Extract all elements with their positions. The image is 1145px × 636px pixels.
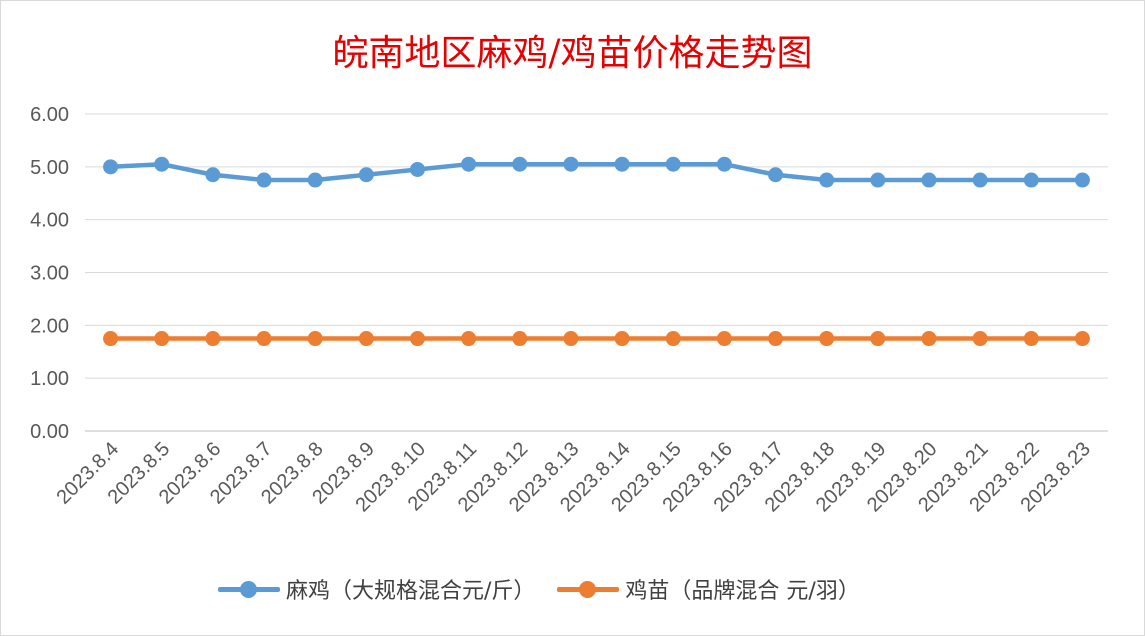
series-1-point [665, 156, 681, 172]
series-2-point [409, 331, 425, 347]
series-2-point [512, 331, 528, 347]
series-1-point [307, 172, 323, 188]
y-tick-label: 0.00 [30, 421, 69, 443]
series-2-point [665, 331, 681, 347]
x-axis-ticks: 2023.8.42023.8.52023.8.62023.8.72023.8.8… [52, 438, 1094, 516]
chart-title: 皖南地区麻鸡/鸡苗价格走势图 [332, 33, 813, 74]
legend-marker [240, 581, 257, 598]
y-tick-label: 4.00 [30, 210, 69, 232]
legend-swatch-series-2 [557, 578, 620, 600]
series-2-point [205, 331, 221, 347]
y-tick-label: 1.00 [30, 368, 69, 390]
series-2-point [307, 331, 323, 347]
series-1-point [256, 172, 272, 188]
series-2-point [103, 331, 119, 347]
series-1-point [870, 172, 886, 188]
series-2-point [819, 331, 835, 347]
series-1-point [1074, 172, 1090, 188]
series-2-point [1023, 331, 1039, 347]
legend-marker [579, 581, 597, 598]
series-1-point [921, 172, 937, 188]
series-2-point [154, 331, 170, 347]
series-1-line [108, 161, 1085, 183]
series-2-point [1074, 331, 1090, 347]
series-1-point [358, 167, 374, 183]
legend-swatch-series-1 [218, 578, 280, 600]
series-1-point [103, 159, 119, 175]
y-axis-ticks: 0.00 1.00 2.00 3.00 4.00 5.00 6.00 [30, 104, 69, 443]
series-2-point [921, 331, 937, 347]
series-1-point [819, 172, 835, 188]
series-2-point [563, 331, 579, 347]
series-1-point [563, 156, 579, 172]
series-1-point [972, 172, 988, 188]
y-tick-label: 6.00 [30, 104, 69, 126]
y-tick-label: 2.00 [30, 315, 69, 337]
series-1-point [205, 167, 221, 183]
y-tick-label: 3.00 [30, 263, 69, 285]
series-1-point [614, 156, 630, 172]
series-1-point [512, 156, 528, 172]
series-2-point [768, 331, 784, 347]
series-2-point [870, 331, 886, 347]
legend-label-series-2: 鸡苗（品牌混合 元/羽） [625, 579, 860, 604]
gridlines [85, 113, 1108, 432]
legend-label-series-1: 麻鸡（大规格混合元/斤） [286, 579, 536, 604]
legend: 麻鸡（大规格混合元/斤） 鸡苗（品牌混合 元/羽） [218, 571, 882, 607]
series-1-point [768, 167, 784, 183]
series-1-point [461, 156, 477, 172]
series-1-point [1023, 172, 1039, 188]
series-1-point [154, 156, 170, 172]
legend-item-series-1: 麻鸡（大规格混合元/斤） [218, 573, 535, 605]
series-2-point [972, 331, 988, 347]
series-layer [103, 156, 1090, 347]
y-tick-label: 5.00 [30, 157, 69, 179]
series-1-point [409, 161, 425, 177]
series-2-point [256, 331, 272, 347]
series-2-point [614, 331, 630, 347]
series-2-point [716, 331, 732, 347]
series-1-point [716, 156, 732, 172]
legend-item-series-2: 鸡苗（品牌混合 元/羽） [557, 573, 860, 605]
series-2-point [461, 331, 477, 347]
series-2-point [358, 331, 374, 347]
